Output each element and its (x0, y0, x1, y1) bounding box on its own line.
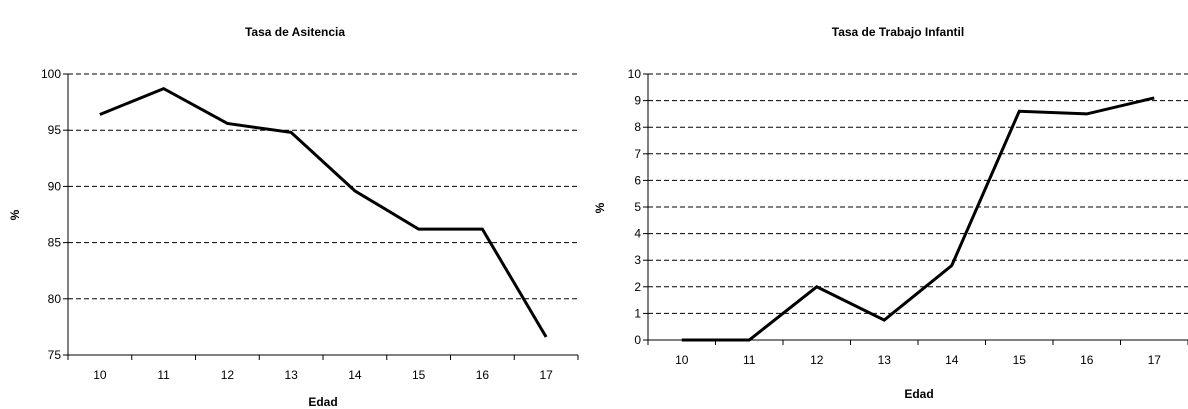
y-tick-label: 2 (634, 280, 641, 294)
y-tick-labels: 0 1 2 3 4 5 6 7 8 9 10 (628, 67, 642, 347)
x-axis-label: Edad (904, 387, 933, 401)
gridlines (68, 73, 578, 300)
y-tick-label: 100 (41, 67, 61, 81)
chart-attendance-rate: Tasa de Asitencia % Edad 75 80 85 90 95 100 1… (8, 25, 579, 409)
x-tick-label: 11 (157, 368, 170, 382)
y-tick-label: 90 (48, 179, 62, 193)
x-tick-label: 17 (1148, 353, 1162, 367)
x-tick-label: 14 (348, 368, 362, 382)
x-tick-label: 15 (412, 368, 426, 382)
x-tick-label: 10 (675, 353, 689, 367)
y-tick-label: 8 (634, 120, 641, 134)
series-line (99, 86, 548, 338)
y-tick-label: 75 (48, 348, 62, 362)
y-tick-label: 4 (634, 227, 641, 241)
axes (643, 73, 1188, 345)
x-tick-label: 11 (743, 353, 756, 367)
chart-title: Tasa de Trabajo Infantil (832, 25, 964, 39)
x-tick-label: 16 (476, 368, 490, 382)
x-tick-label: 13 (878, 353, 892, 367)
x-tick-label: 12 (221, 368, 235, 382)
x-tick-label: 12 (810, 353, 824, 367)
series-lines (99, 86, 548, 338)
x-tick-label: 13 (284, 368, 298, 382)
y-tick-label: 5 (634, 200, 641, 214)
y-tick-label: 3 (634, 253, 641, 267)
x-tick-label: 10 (93, 368, 107, 382)
y-tick-label: 85 (48, 236, 62, 250)
y-tick-label: 7 (634, 147, 641, 161)
x-tick-label: 17 (539, 368, 553, 382)
y-tick-labels: 75 80 85 90 95 100 (41, 67, 61, 362)
y-axis-label: % (593, 202, 607, 213)
chart-title: Tasa de Asitencia (245, 25, 345, 39)
x-tick-label: 15 (1013, 353, 1027, 367)
y-tick-label: 1 (634, 306, 641, 320)
x-tick-label: 14 (945, 353, 959, 367)
y-axis-label: % (8, 209, 22, 220)
y-tick-label: 6 (634, 173, 641, 187)
gridlines (648, 73, 1188, 314)
x-tick-labels: 10 11 12 13 14 15 16 17 (93, 368, 553, 382)
y-tick-label: 0 (634, 333, 641, 347)
chart-child-labor-rate: Tasa de Trabajo Infantil % Edad 01234567… (593, 25, 1188, 401)
series-lines (681, 96, 1155, 342)
y-tick-label: 9 (634, 94, 641, 108)
series-line (681, 96, 1155, 342)
y-tick-label: 10 (628, 67, 642, 81)
x-tick-label: 16 (1080, 353, 1094, 367)
axes (63, 73, 579, 360)
y-tick-label: 95 (48, 123, 62, 137)
x-axis-label: Edad (308, 395, 337, 409)
y-tick-label: 80 (48, 292, 62, 306)
x-tick-labels: 10 11 12 13 14 15 16 17 (675, 353, 1161, 367)
